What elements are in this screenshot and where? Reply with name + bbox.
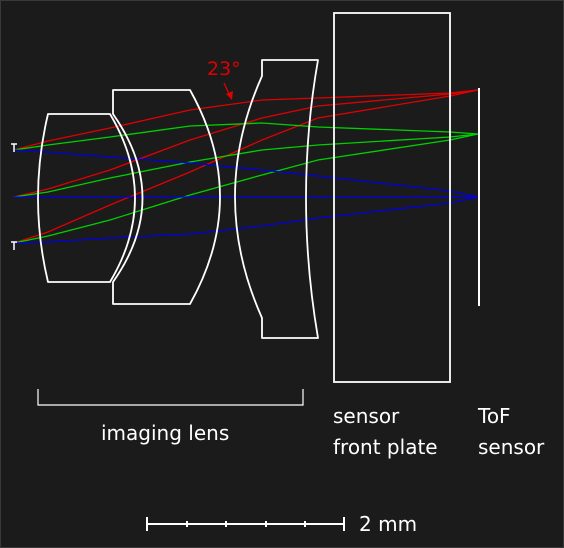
lens-element-1 bbox=[38, 114, 135, 282]
scale-bar bbox=[147, 517, 344, 531]
sensor-front-plate-label-line2: front plate bbox=[333, 432, 438, 463]
ray-red-bottom bbox=[14, 90, 478, 243]
tof-sensor-label-line1: ToF bbox=[478, 401, 511, 432]
tof-sensor-label-line2: sensor bbox=[478, 432, 544, 463]
ray-blue-top bbox=[14, 150, 478, 197]
imaging-lens-label: imaging lens bbox=[101, 418, 229, 449]
imaging-lens-bracket bbox=[38, 389, 303, 405]
angle-pointer-arrow bbox=[224, 83, 233, 100]
scale-bar-label: 2 mm bbox=[359, 509, 417, 540]
ray-bundle-green bbox=[14, 123, 478, 243]
field-angle-label: 23° bbox=[207, 58, 241, 80]
object-marker-top bbox=[11, 144, 17, 152]
ray-red-middle bbox=[14, 90, 478, 197]
ray-green-middle bbox=[14, 134, 478, 197]
ray-bundle-red bbox=[14, 90, 478, 243]
ray-green-bottom bbox=[14, 134, 478, 243]
sensor-front-plate-label-line1: sensor bbox=[333, 401, 399, 432]
ray-blue-bottom bbox=[14, 197, 478, 243]
ray-bundle-blue bbox=[14, 150, 478, 243]
